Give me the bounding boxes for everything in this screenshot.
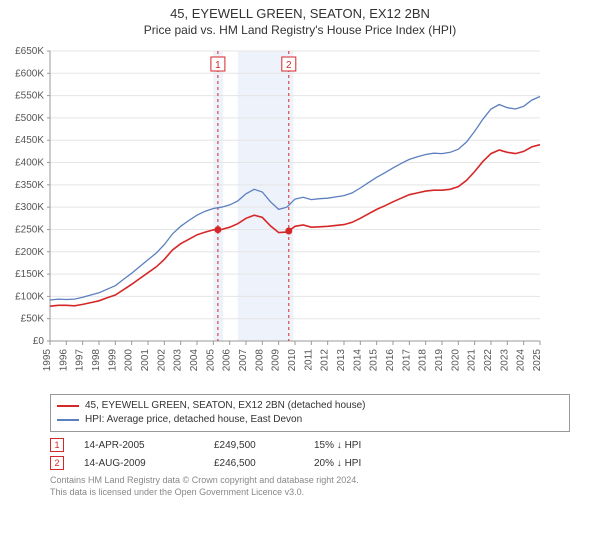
y-tick-label: £0 xyxy=(33,336,45,347)
sale-row: 2 14-AUG-2009 £246,500 20% ↓ HPI xyxy=(50,456,570,470)
chart-subtitle: Price paid vs. HM Land Registry's House … xyxy=(0,21,600,37)
x-tick-label: 2004 xyxy=(189,349,200,372)
x-tick-label: 2014 xyxy=(352,349,363,372)
x-tick-label: 1999 xyxy=(107,349,118,372)
series-line xyxy=(50,145,540,307)
x-tick-label: 2005 xyxy=(205,349,216,372)
footer-attribution: Contains HM Land Registry data © Crown c… xyxy=(50,474,570,498)
x-tick-label: 2023 xyxy=(499,349,510,372)
x-tick-label: 2022 xyxy=(483,349,494,372)
series-line xyxy=(50,97,540,301)
x-tick-label: 2012 xyxy=(320,349,331,372)
x-tick-label: 2017 xyxy=(401,349,412,372)
marker-number: 2 xyxy=(286,60,292,71)
x-tick-label: 2021 xyxy=(467,349,478,372)
footer-line-1: Contains HM Land Registry data © Crown c… xyxy=(50,474,570,486)
x-tick-label: 2006 xyxy=(222,349,233,372)
x-tick-label: 2001 xyxy=(140,349,151,372)
x-tick-label: 2011 xyxy=(303,349,314,371)
legend-item: 45, EYEWELL GREEN, SEATON, EX12 2BN (det… xyxy=(57,399,563,413)
legend-swatch xyxy=(57,405,79,407)
y-tick-label: £350K xyxy=(15,180,44,191)
sale-delta: 20% ↓ HPI xyxy=(314,458,361,469)
marker-number: 1 xyxy=(215,60,221,71)
y-tick-label: £150K xyxy=(15,269,44,280)
y-tick-label: £400K xyxy=(15,158,44,169)
x-tick-label: 2018 xyxy=(418,349,429,372)
sale-price: £249,500 xyxy=(214,440,294,451)
x-tick-label: 2008 xyxy=(254,349,265,372)
y-tick-label: £650K xyxy=(15,46,44,57)
x-tick-label: 1997 xyxy=(75,349,86,372)
x-tick-label: 2019 xyxy=(434,349,445,372)
legend-label: 45, EYEWELL GREEN, SEATON, EX12 2BN (det… xyxy=(85,399,366,413)
sales-table: 1 14-APR-2005 £249,500 15% ↓ HPI 2 14-AUG-200… xyxy=(50,438,570,470)
sale-date: 14-AUG-2009 xyxy=(84,458,194,469)
y-tick-label: £250K xyxy=(15,224,44,235)
x-tick-label: 2003 xyxy=(173,349,184,372)
chart-title: 45, EYEWELL GREEN, SEATON, EX12 2BN xyxy=(0,0,600,21)
legend: 45, EYEWELL GREEN, SEATON, EX12 2BN (det… xyxy=(50,394,570,432)
y-tick-label: £300K xyxy=(15,202,44,213)
sale-date: 14-APR-2005 xyxy=(84,440,194,451)
y-tick-label: £200K xyxy=(15,247,44,258)
sale-marker-box: 2 xyxy=(50,456,64,470)
footer-line-2: This data is licensed under the Open Gov… xyxy=(50,486,570,498)
x-tick-label: 2002 xyxy=(156,349,167,372)
y-tick-label: £100K xyxy=(15,291,44,302)
x-tick-label: 2015 xyxy=(369,349,380,372)
x-tick-label: 2024 xyxy=(516,349,527,372)
sale-point xyxy=(285,228,292,235)
line-chart-svg: £0 £50K £100K £150K £200K £250K £300K £350K £400… xyxy=(6,45,546,385)
x-tick-label: 1995 xyxy=(42,349,53,372)
sale-point xyxy=(214,226,221,233)
sale-delta: 15% ↓ HPI xyxy=(314,440,361,451)
y-tick-label: £600K xyxy=(15,68,44,79)
x-tick-label: 2016 xyxy=(385,349,396,372)
x-tick-label: 1998 xyxy=(91,349,102,372)
x-tick-label: 2025 xyxy=(532,349,543,372)
x-tick-label: 2013 xyxy=(336,349,347,372)
y-tick-label: £500K xyxy=(15,113,44,124)
legend-label: HPI: Average price, detached house, East… xyxy=(85,413,302,427)
sale-price: £246,500 xyxy=(214,458,294,469)
chart-area: £0 £50K £100K £150K £200K £250K £300K £350K £400… xyxy=(0,37,600,390)
y-tick-label: £50K xyxy=(21,314,45,325)
x-tick-label: 1996 xyxy=(58,349,69,372)
legend-item: HPI: Average price, detached house, East… xyxy=(57,413,563,427)
x-tick-label: 2009 xyxy=(271,349,282,372)
x-tick-label: 2010 xyxy=(287,349,298,372)
legend-swatch xyxy=(57,419,79,421)
x-tick-label: 2000 xyxy=(124,349,135,372)
sale-row: 1 14-APR-2005 £249,500 15% ↓ HPI xyxy=(50,438,570,452)
y-tick-label: £550K xyxy=(15,91,44,102)
x-tick-label: 2007 xyxy=(238,349,249,372)
y-tick-label: £450K xyxy=(15,135,44,146)
x-tick-label: 2020 xyxy=(450,349,461,372)
sale-marker-box: 1 xyxy=(50,438,64,452)
